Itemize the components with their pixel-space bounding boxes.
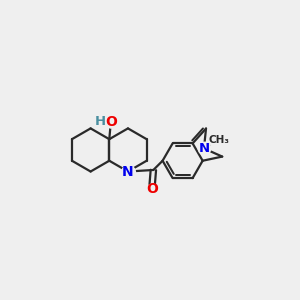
Text: O: O: [105, 115, 117, 129]
Text: N: N: [122, 164, 134, 178]
Text: CH₃: CH₃: [208, 135, 229, 145]
Text: H: H: [94, 115, 105, 128]
Text: N: N: [198, 142, 209, 155]
Text: O: O: [146, 182, 158, 196]
